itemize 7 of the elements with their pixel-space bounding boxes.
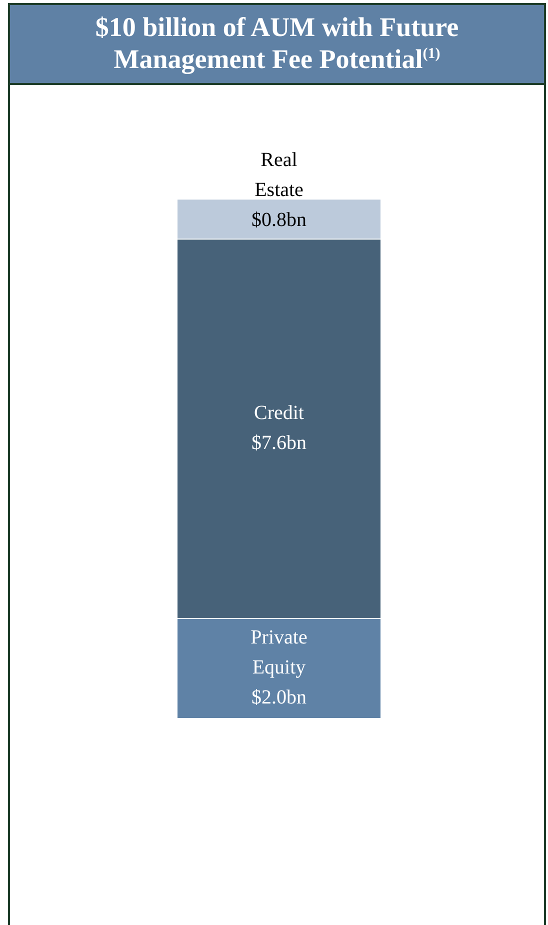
data-label: $0.8bn xyxy=(252,209,306,232)
data-label: $2.0bn xyxy=(252,686,306,708)
chart-title: $10 billion of AUM with Future Management Fee Potential$^{(1)}$ xyxy=(8,3,546,85)
series-label: Real Estate xyxy=(254,149,304,202)
series-label: Credit xyxy=(254,402,304,424)
data-label: $7.6bn xyxy=(252,432,306,454)
series-label: Private Equity xyxy=(250,626,308,678)
